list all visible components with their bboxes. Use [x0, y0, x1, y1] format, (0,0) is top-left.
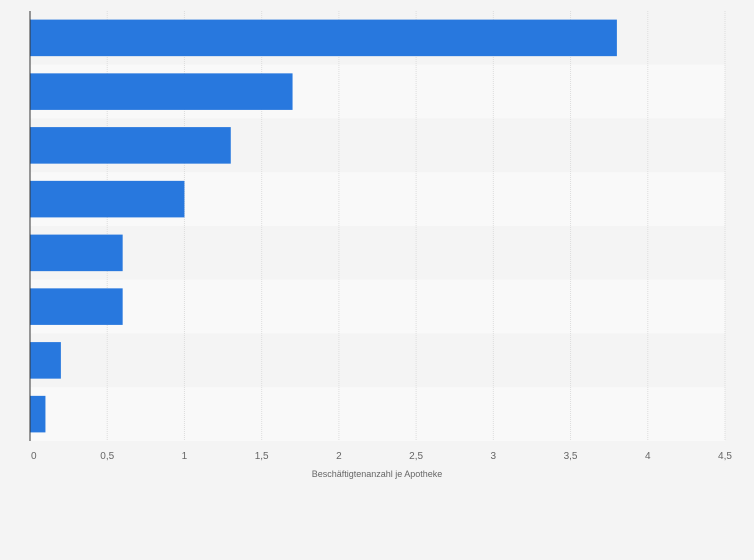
x-axis-title: Beschäftigtenanzahl je Apotheke [312, 469, 443, 479]
row-band [30, 333, 725, 388]
bar [30, 19, 617, 57]
x-tick-label: 3 [491, 451, 497, 462]
x-tick-label: 3,5 [564, 451, 578, 462]
x-tick-label: 4,5 [718, 451, 732, 462]
bar [30, 395, 46, 433]
x-tick-label: 2,5 [409, 451, 423, 462]
x-tick-labels: 0 0,5 1 1,5 2 2,5 3 3,5 4 4,5 [31, 451, 732, 462]
x-tick-label: 0,5 [100, 451, 114, 462]
x-tick-label: 1,5 [255, 451, 269, 462]
row-band [30, 226, 725, 280]
x-tick-label: 1 [182, 451, 188, 462]
bar [30, 234, 123, 272]
x-tick-label: 0 [31, 451, 37, 462]
row-band [30, 279, 725, 334]
bar [30, 127, 231, 164]
bar [30, 180, 185, 218]
row-bands [30, 11, 725, 441]
x-tick-label: 4 [645, 451, 651, 462]
bar [30, 288, 123, 325]
bars [30, 19, 617, 433]
x-tick-label: 2 [336, 451, 342, 462]
grid-lines [106, 11, 726, 441]
bar [30, 342, 61, 379]
bar [30, 73, 293, 110]
row-band [30, 387, 725, 441]
